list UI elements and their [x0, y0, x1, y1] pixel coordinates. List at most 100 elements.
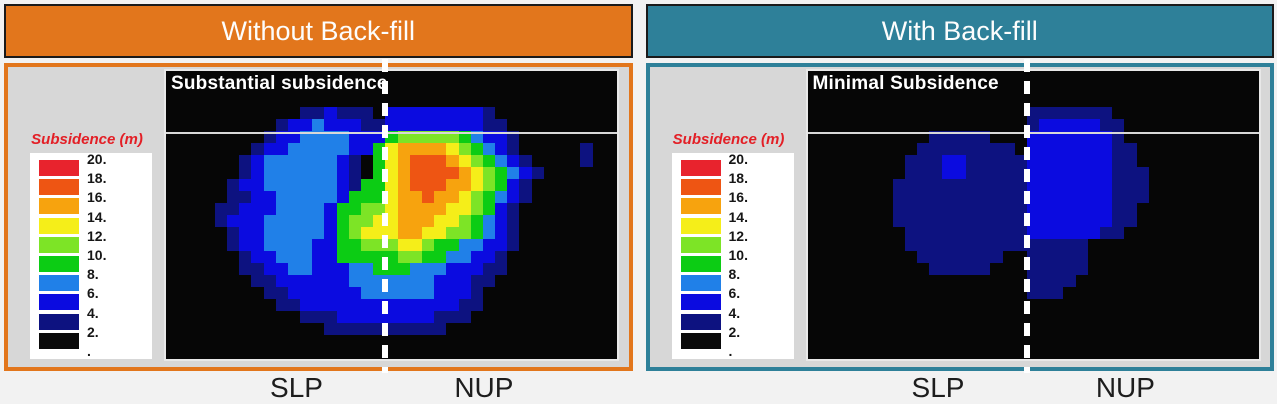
heatmap-cell	[1149, 143, 1161, 155]
heatmap-cell	[1222, 71, 1234, 83]
heatmap-cell	[1063, 83, 1075, 95]
heatmap-cell	[421, 299, 435, 311]
heatmap-cell	[203, 155, 215, 167]
heatmap-cell	[1051, 287, 1064, 299]
heatmap-cell	[905, 299, 917, 311]
heatmap-cell	[580, 287, 592, 299]
heatmap-cell	[820, 347, 832, 359]
heatmap-cell	[263, 227, 276, 239]
heatmap-cell	[459, 323, 471, 335]
heatmap-cell	[203, 263, 215, 275]
heatmap-cell	[348, 155, 362, 167]
heatmap-cell	[990, 287, 1002, 299]
heatmap-cell	[568, 179, 580, 191]
heatmap-cell	[409, 299, 422, 311]
heatmap-cell	[1003, 323, 1015, 335]
heatmap-cell	[1100, 311, 1112, 323]
heatmap-cell	[446, 275, 459, 287]
heatmap-cell	[856, 95, 868, 107]
heatmap-cell	[905, 215, 918, 227]
heatmap-cell	[580, 191, 592, 203]
heatmap-cell	[470, 191, 483, 203]
heatmap-cell	[808, 311, 820, 323]
heatmap-cell	[397, 203, 410, 215]
heatmap-cell	[470, 131, 483, 143]
heatmap-cell	[1222, 335, 1234, 347]
heatmap-cell	[868, 107, 880, 119]
heatmap-cell	[1112, 95, 1124, 107]
heatmap-cell	[1002, 191, 1015, 203]
heatmap-cell	[953, 215, 966, 227]
heatmap-cell	[324, 335, 336, 347]
heatmap-cell	[251, 203, 264, 215]
heatmap-cell	[1210, 299, 1222, 311]
heatmap-cell	[544, 335, 556, 347]
heatmap-cell	[1137, 335, 1149, 347]
heatmap-cell	[1063, 131, 1076, 143]
heatmap-cell	[1039, 239, 1052, 251]
heatmap-cell	[519, 299, 531, 311]
heatmap-cell	[893, 311, 905, 323]
heatmap-cell	[166, 335, 178, 347]
heatmap-cell	[978, 131, 991, 143]
heatmap-cell	[1246, 287, 1258, 299]
heatmap-cell	[361, 215, 374, 227]
heatmap-cell	[215, 167, 227, 179]
heatmap-cell	[239, 275, 251, 287]
heatmap-cell	[568, 155, 580, 167]
heatmap-cell	[203, 107, 215, 119]
heatmap-cell	[178, 167, 190, 179]
heatmap-cell	[881, 287, 893, 299]
heatmap-cell	[965, 251, 979, 263]
heatmap-cell	[190, 263, 202, 275]
heatmap-cell	[1051, 131, 1064, 143]
heatmap-cell	[832, 287, 844, 299]
heatmap-cell	[1063, 335, 1075, 347]
heatmap-cell	[1185, 287, 1197, 299]
heatmap-cell	[881, 215, 893, 227]
legend-colorbar: 20. 18. 16. 14. 12. 10. 8. 6. 4. 2..	[671, 151, 794, 359]
heatmap-cell	[251, 311, 263, 323]
heatmap-cell	[190, 287, 202, 299]
axis-label-nup: NUP	[1095, 372, 1155, 403]
heatmap-cell	[495, 179, 508, 191]
heatmap-cell	[226, 227, 240, 239]
heatmap-cell	[203, 227, 215, 239]
heatmap-cell	[990, 119, 1002, 131]
heatmap-cell	[324, 251, 337, 263]
heatmap-cell	[1002, 203, 1015, 215]
heatmap-cell	[1003, 347, 1015, 359]
heatmap-cell	[470, 119, 483, 131]
heatmap-cell	[1075, 251, 1088, 263]
heatmap-cell	[348, 167, 362, 179]
heatmap-cell	[312, 227, 325, 239]
heatmap-cell	[917, 287, 929, 299]
heatmap-cell	[1198, 227, 1210, 239]
heatmap-cell	[1149, 335, 1161, 347]
heatmap-cell	[239, 119, 251, 131]
heatmap-cell	[593, 167, 605, 179]
heatmap-cell	[593, 287, 605, 299]
heatmap-cell	[519, 227, 531, 239]
heatmap-cell	[605, 335, 617, 347]
heatmap-cell	[1124, 143, 1137, 155]
heatmap-cell	[458, 191, 471, 203]
heatmap-cell	[373, 263, 386, 275]
heatmap-cell	[1051, 323, 1063, 335]
heatmap-cell	[397, 275, 410, 287]
heatmap-cell	[844, 107, 856, 119]
heatmap-cell	[361, 311, 374, 323]
heatmap-cell	[881, 335, 893, 347]
heatmap-cell	[312, 179, 325, 191]
heatmap-cell	[312, 167, 325, 179]
heatmap-cell	[580, 227, 592, 239]
heatmap-cell	[1185, 335, 1197, 347]
heatmap-cell	[868, 263, 880, 275]
heatmap-cell	[856, 299, 868, 311]
heatmap-cell	[978, 347, 990, 359]
heatmap-cell	[203, 287, 215, 299]
heatmap-cell	[1234, 275, 1246, 287]
heatmap-cell	[832, 299, 844, 311]
heatmap-cell	[868, 347, 880, 359]
heatmap-cell	[1222, 203, 1234, 215]
